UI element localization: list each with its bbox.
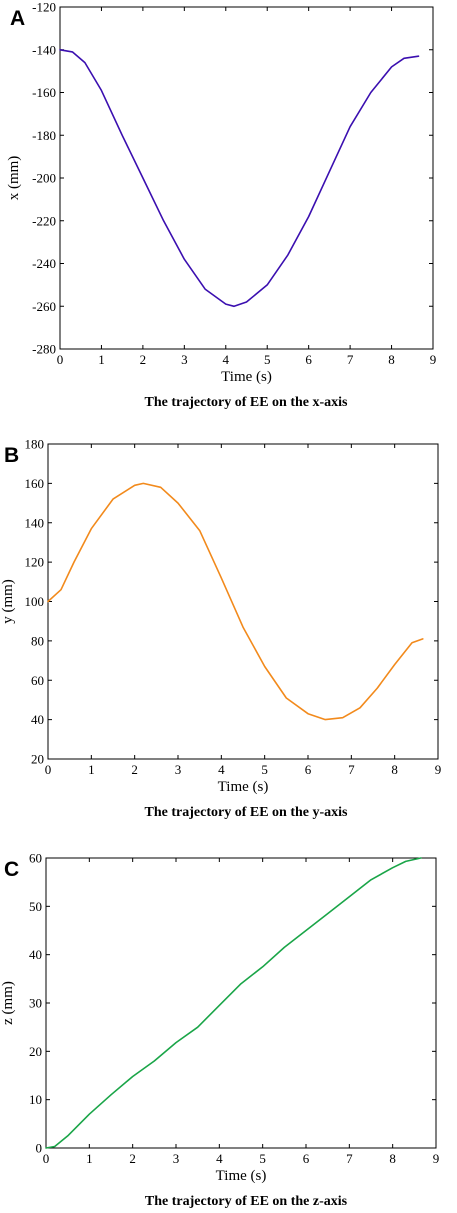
- y-tick-label: 120: [25, 555, 45, 570]
- x-tick-label: 4: [223, 352, 230, 367]
- y-tick-label: 160: [25, 476, 45, 491]
- panel-letter: C: [4, 858, 19, 881]
- x-tick-label: 5: [261, 762, 268, 777]
- x-tick-label: 6: [305, 762, 312, 777]
- x-tick-label: 0: [45, 762, 52, 777]
- y-tick-label: -280: [32, 342, 56, 357]
- panel-letter: A: [10, 7, 25, 30]
- y-tick-label: -240: [32, 256, 56, 271]
- panel-letter: B: [4, 444, 19, 467]
- x-tick-label: 8: [388, 352, 395, 367]
- x-axis-label: Time (s): [218, 779, 269, 795]
- x-axis-label: Time (s): [216, 1168, 267, 1184]
- x-tick-label: 9: [435, 762, 442, 777]
- x-tick-label: 8: [391, 762, 398, 777]
- y-tick-label: 60: [31, 673, 44, 688]
- y-tick-label: -200: [32, 171, 56, 186]
- y-tick-label: 0: [36, 1141, 43, 1156]
- chart-panel-c: 0 1 2 3 4 5 6 7 8 9 0 10 20 30 40 50 60 Time (s) z (mm) The…: [0, 851, 439, 1210]
- y-tick-label: 50: [29, 899, 42, 914]
- y-tick-label: 40: [31, 712, 44, 727]
- x-tick-label: 8: [389, 1151, 396, 1166]
- y-axis-label: z (mm): [0, 981, 16, 1025]
- x-tick-label: 7: [347, 352, 354, 367]
- x-tick-label: 3: [173, 1151, 180, 1166]
- y-tick-label: -260: [32, 299, 56, 314]
- y-tick-label: -140: [32, 42, 56, 57]
- y-tick-label: 20: [31, 752, 44, 767]
- x-tick-label: 6: [303, 1151, 310, 1166]
- x-tick-label: 2: [140, 352, 147, 367]
- x-tick-label: 5: [259, 1151, 266, 1166]
- x-tick-label: 9: [430, 352, 437, 367]
- x-tick-label: 3: [181, 352, 188, 367]
- x-tick-label: 1: [98, 352, 105, 367]
- chart-caption: The trajectory of EE on the z-axis: [145, 1194, 348, 1209]
- chart-panel-a: 0 1 2 3 4 5 6 7 8 9 -120 -140 -160 -180 -200 -220 -240 -2…: [6, 0, 436, 410]
- series-line-0: [45, 857, 422, 1149]
- y-axis-label: y (mm): [0, 579, 16, 624]
- chart-panel-b: 0 1 2 3 4 5 6 7 8 9 20 40 60 80 100 120 140 160 180 Time (s…: [0, 437, 441, 821]
- y-tick-label: -220: [32, 213, 56, 228]
- plot-frame: [45, 857, 437, 1149]
- x-tick-label: 1: [88, 762, 95, 777]
- y-tick-label: 180: [25, 437, 45, 452]
- y-tick-label: 20: [29, 1044, 42, 1059]
- x-tick-label: 2: [129, 1151, 136, 1166]
- x-tick-label: 0: [43, 1151, 50, 1166]
- x-tick-label: 5: [264, 352, 271, 367]
- chart-caption: The trajectory of EE on the x-axis: [145, 395, 349, 410]
- y-tick-label: 10: [29, 1092, 42, 1107]
- chart-caption: The trajectory of EE on the y-axis: [145, 805, 349, 820]
- y-tick-label: 30: [29, 996, 42, 1011]
- y-tick-label: 80: [31, 633, 44, 648]
- x-axis-label: Time (s): [221, 369, 272, 385]
- y-tick-label: 60: [29, 851, 42, 866]
- x-tick-label: 4: [216, 1151, 223, 1166]
- series-line-0: [47, 482, 424, 721]
- plot-frame: [59, 6, 434, 350]
- series-line-0: [59, 48, 420, 308]
- x-tick-label: 7: [346, 1151, 353, 1166]
- x-tick-label: 9: [433, 1151, 440, 1166]
- y-tick-label: 140: [25, 515, 45, 530]
- x-tick-label: 1: [86, 1151, 93, 1166]
- y-tick-label: 40: [29, 947, 42, 962]
- y-tick-label: 100: [25, 594, 45, 609]
- y-tick-label: -180: [32, 128, 56, 143]
- plot-frame: [47, 443, 439, 760]
- x-tick-label: 7: [348, 762, 355, 777]
- x-tick-label: 0: [57, 352, 64, 367]
- y-tick-label: -120: [32, 0, 56, 15]
- x-tick-label: 4: [218, 762, 225, 777]
- x-tick-label: 2: [131, 762, 138, 777]
- y-axis-label: x (mm): [6, 156, 22, 201]
- x-tick-label: 6: [305, 352, 312, 367]
- x-tick-label: 3: [175, 762, 182, 777]
- y-tick-label: -160: [32, 85, 56, 100]
